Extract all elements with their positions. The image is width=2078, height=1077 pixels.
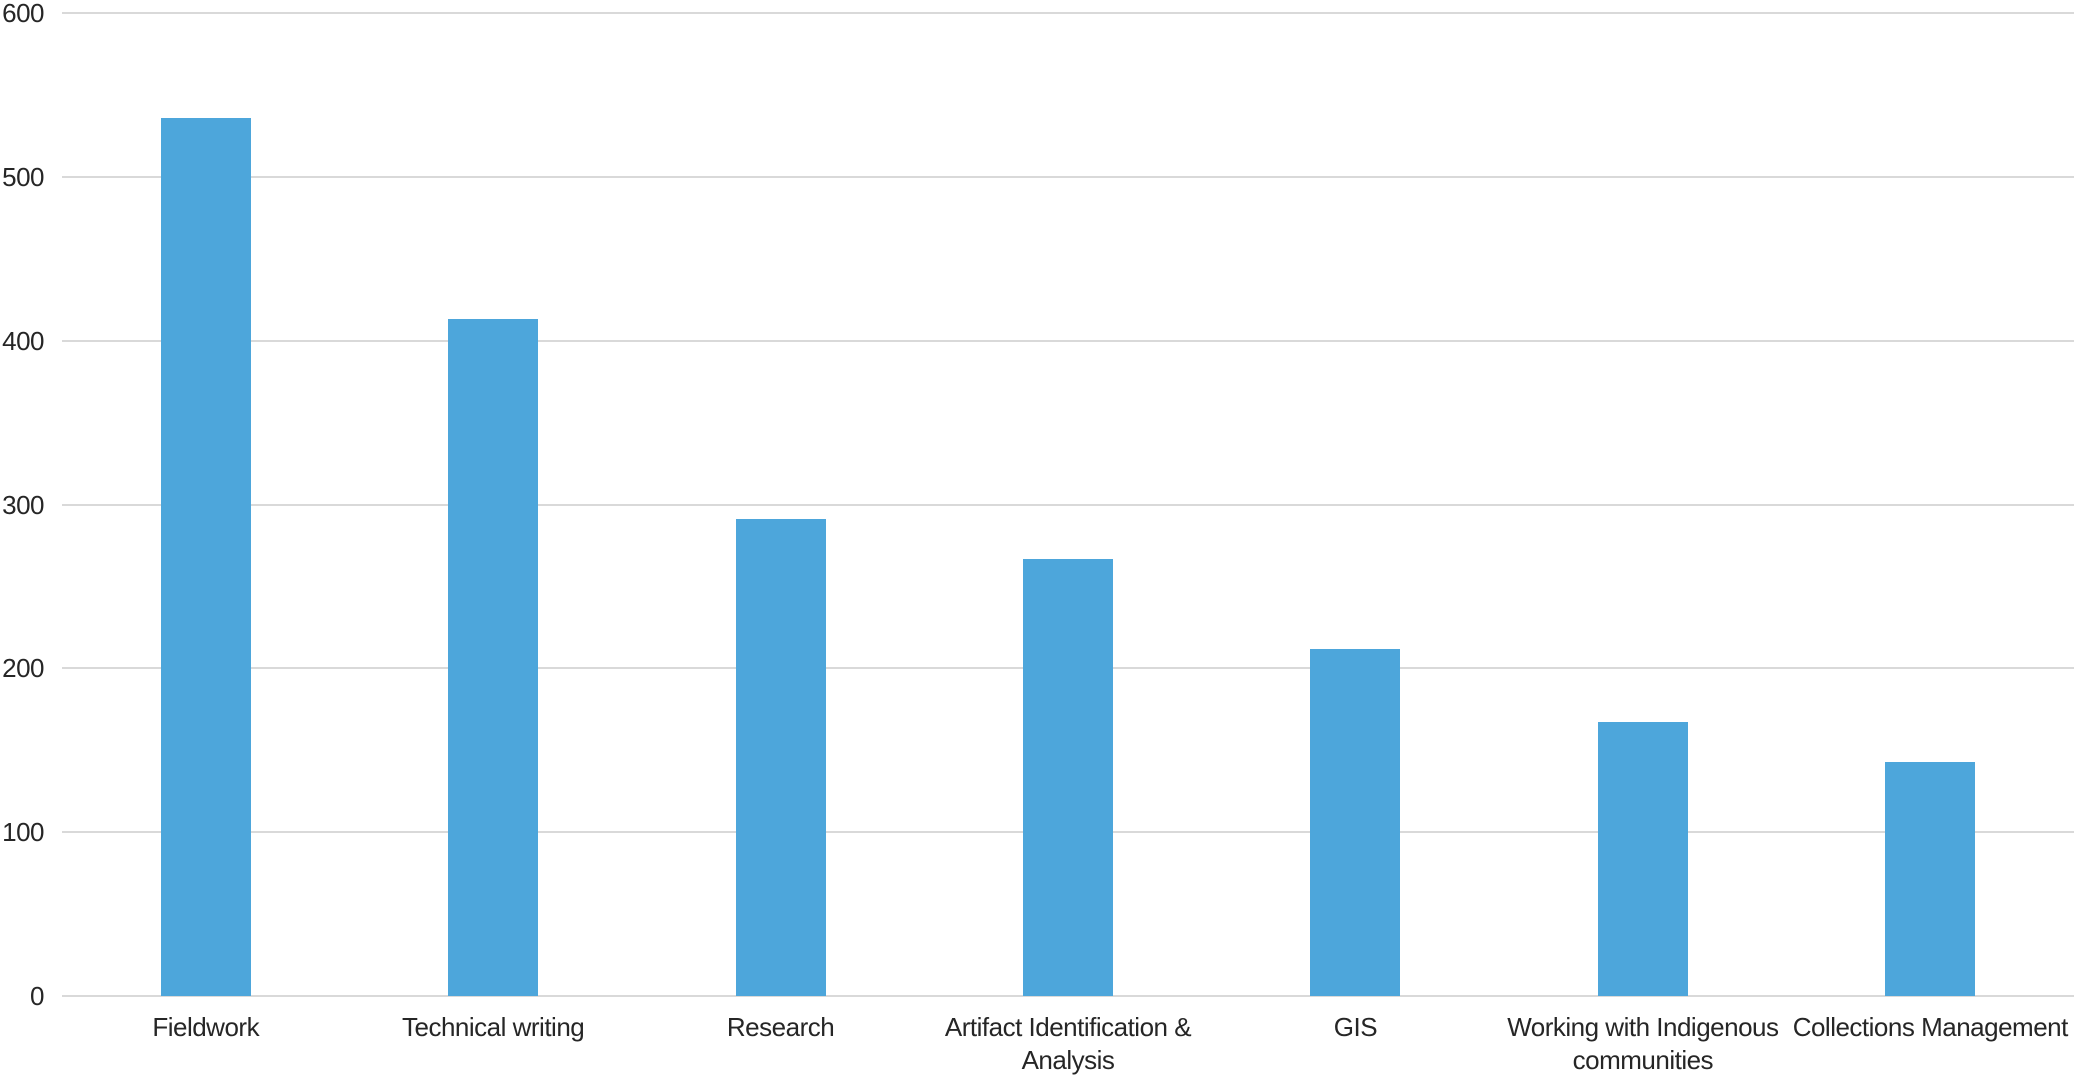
x-category-label: Collections Management <box>1792 1012 2069 1042</box>
bar-fieldwork <box>160 117 251 996</box>
gridline-600 <box>62 12 2074 14</box>
gridline-400 <box>62 339 2074 342</box>
y-tick-label-100: 100 <box>2 817 44 848</box>
y-tick-label-0: 0 <box>30 981 44 1011</box>
bar-research <box>735 519 826 996</box>
x-category-label: Research <box>726 1012 835 1042</box>
x-category-label: Working with Indigenous communities <box>1507 1012 1779 1075</box>
y-tick-label-400: 400 <box>2 325 44 356</box>
bar-gis <box>1310 648 1401 996</box>
y-tick-label-300: 300 <box>2 489 44 520</box>
y-tick-label-600: 600 <box>2 0 44 28</box>
gridline-300 <box>62 503 2074 506</box>
bar-artifact-identification <box>1023 558 1113 996</box>
bar-technical-writing <box>448 319 539 996</box>
x-axis-line <box>62 995 2074 997</box>
x-category-label: Artifact Identification & Analysis <box>944 1012 1192 1075</box>
x-category-label: Technical writing <box>402 1012 585 1042</box>
y-tick-label-200: 200 <box>2 653 44 684</box>
x-category-label: Fieldwork <box>152 1012 260 1042</box>
x-category-label: GIS <box>1333 1012 1378 1042</box>
bar-working-with-indigenous <box>1597 722 1688 996</box>
y-tick-label-500: 500 <box>2 161 44 192</box>
bar-collections-management <box>1885 761 1976 996</box>
gridline-500 <box>62 175 2074 178</box>
